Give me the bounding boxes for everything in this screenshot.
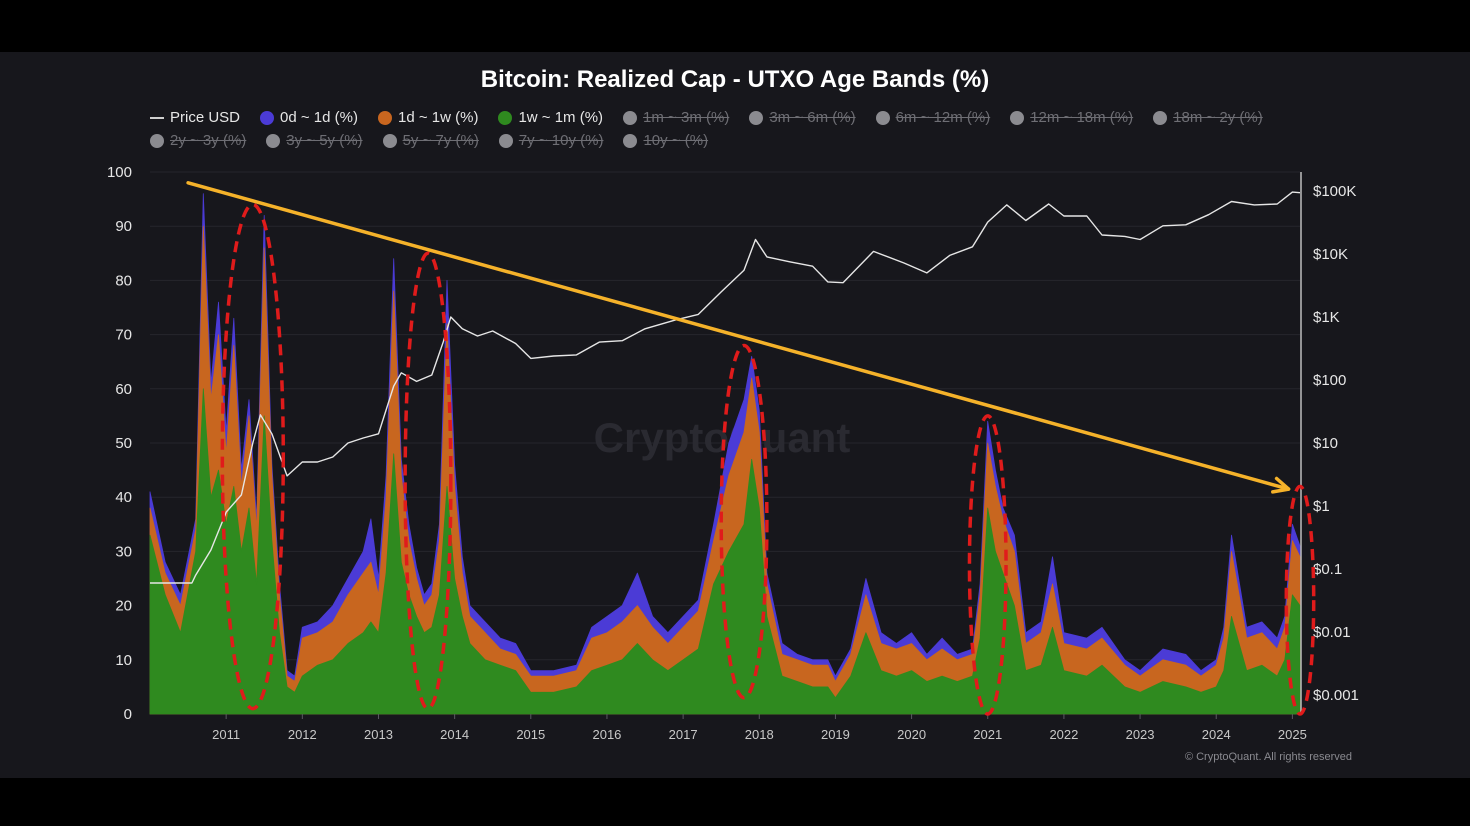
trend-arrow-line bbox=[186, 181, 1291, 491]
y-tick-label: 100 bbox=[107, 164, 132, 181]
right-tick-label: $1K bbox=[1313, 309, 1340, 326]
y-tick-label: 90 bbox=[115, 218, 132, 235]
x-tick-label: 2014 bbox=[440, 727, 469, 742]
right-tick-label: $10K bbox=[1313, 246, 1348, 263]
legend-row-1: Price USD 0d ~ 1d (%) 1d ~ 1w (%) 1w ~ 1m (… bbox=[150, 109, 1283, 126]
legend-label: 18m ~ 2y (%) bbox=[1173, 109, 1263, 126]
x-tick-label: 2016 bbox=[592, 727, 621, 742]
y-tick-label: 40 bbox=[115, 489, 132, 506]
legend-label: 3y ~ 5y (%) bbox=[286, 132, 363, 149]
legend-item[interactable]: 18m ~ 2y (%) bbox=[1153, 109, 1263, 126]
legend-item[interactable]: 5y ~ 7y (%) bbox=[382, 132, 479, 149]
legend-item[interactable]: 10y ~ (%) bbox=[623, 132, 708, 149]
legend-dot-swatch bbox=[1153, 110, 1168, 125]
legend-item[interactable]: 12m ~ 18m (%) bbox=[1010, 109, 1133, 126]
legend-item[interactable]: 1m ~ 3m (%) bbox=[623, 109, 729, 126]
area-series bbox=[149, 388, 1301, 715]
x-tick-label: 2022 bbox=[1049, 727, 1078, 742]
y-tick-label: 60 bbox=[115, 381, 132, 398]
trend-arrow-head bbox=[1271, 476, 1291, 494]
x-tick-label: 2015 bbox=[516, 727, 545, 742]
x-tick-label: 2018 bbox=[745, 727, 774, 742]
x-tick-label: 2017 bbox=[669, 727, 698, 742]
legend-dot-swatch bbox=[150, 133, 164, 148]
legend-dot-swatch bbox=[377, 110, 392, 125]
legend-item[interactable]: 1d ~ 1w (%) bbox=[377, 109, 479, 126]
watermark: CryptoQuant bbox=[594, 414, 851, 461]
legend-item[interactable]: 0d ~ 1d (%) bbox=[260, 109, 358, 126]
legend-item[interactable]: 1w ~ 1m (%) bbox=[498, 109, 603, 126]
highlight-ellipse bbox=[967, 414, 1008, 716]
legend-item[interactable]: 3m ~ 6m (%) bbox=[749, 109, 856, 126]
legend-dot-swatch bbox=[382, 133, 397, 148]
x-tick-label: 2011 bbox=[212, 727, 240, 742]
legend-label: 5y ~ 7y (%) bbox=[402, 132, 479, 149]
legend-dot-swatch bbox=[498, 133, 513, 148]
legend-item[interactable]: 6m ~ 12m (%) bbox=[875, 109, 991, 126]
legend-dot-swatch bbox=[266, 133, 281, 148]
right-tick-label: $100K bbox=[1313, 183, 1356, 200]
legend-label: 6m ~ 12m (%) bbox=[895, 109, 991, 126]
legend-dot-swatch bbox=[875, 110, 890, 125]
y-tick-label: 10 bbox=[115, 652, 132, 669]
x-tick-label: 2023 bbox=[1126, 727, 1155, 742]
x-tick-label: 2019 bbox=[821, 727, 850, 742]
right-tick-label: $10 bbox=[1313, 435, 1338, 452]
legend-item[interactable]: Price USD bbox=[150, 109, 240, 126]
legend-dot-swatch bbox=[1010, 110, 1025, 125]
legend-label: 7y ~ 10y (%) bbox=[518, 132, 604, 149]
highlight-ellipse bbox=[220, 202, 286, 711]
legend-item[interactable]: 3y ~ 5y (%) bbox=[266, 132, 363, 149]
credit-text: © CryptoQuant. All rights reserved bbox=[1184, 751, 1352, 763]
x-tick-label: 2021 bbox=[973, 727, 1002, 742]
y-tick-label: 0 bbox=[124, 706, 132, 723]
x-tick-label: 2020 bbox=[897, 727, 926, 742]
legend-item[interactable]: 7y ~ 10y (%) bbox=[498, 132, 604, 149]
y-tick-label: 80 bbox=[115, 272, 132, 289]
highlight-ellipse bbox=[403, 251, 453, 711]
highlight-ellipse bbox=[719, 343, 769, 700]
y-tick-label: 20 bbox=[115, 598, 132, 615]
right-tick-label: $0.1 bbox=[1313, 561, 1342, 578]
y-tick-label: 50 bbox=[115, 435, 132, 452]
legend-label: 10y ~ (%) bbox=[643, 132, 709, 149]
x-tick-label: 2024 bbox=[1202, 727, 1231, 742]
legend-label: Price USD bbox=[170, 109, 241, 126]
legend-row-2: 2y ~ 3y (%) 3y ~ 5y (%) 5y ~ 7y (%) 7y ~ 10… bbox=[150, 132, 728, 149]
y-tick-label: 30 bbox=[115, 543, 132, 560]
legend-label: 0d ~ 1d (%) bbox=[280, 109, 358, 126]
x-tick-label: 2013 bbox=[364, 727, 393, 742]
legend-label: 12m ~ 18m (%) bbox=[1030, 109, 1134, 126]
chart-title: Bitcoin: Realized Cap - UTXO Age Bands (… bbox=[480, 66, 990, 93]
legend-dot-swatch bbox=[749, 110, 764, 125]
right-tick-label: $100 bbox=[1313, 372, 1346, 389]
legend-dot-swatch bbox=[260, 110, 275, 125]
price-line bbox=[150, 191, 1301, 584]
highlight-ellipse bbox=[1284, 484, 1316, 716]
legend-dot-swatch bbox=[623, 133, 638, 148]
x-tick-label: 2012 bbox=[288, 727, 317, 742]
legend-label: 1d ~ 1w (%) bbox=[397, 109, 479, 126]
legend-label: 2y ~ 3y (%) bbox=[170, 132, 247, 149]
legend-label: 3m ~ 6m (%) bbox=[769, 109, 856, 126]
right-tick-label: $0.01 bbox=[1313, 624, 1351, 641]
legend-label: 1w ~ 1m (%) bbox=[518, 109, 604, 126]
right-tick-label: $0.001 bbox=[1313, 687, 1359, 704]
y-tick-label: 70 bbox=[115, 327, 132, 344]
legend-dot-swatch bbox=[623, 110, 638, 125]
legend-label: 1m ~ 3m (%) bbox=[643, 109, 730, 126]
right-tick-label: $1 bbox=[1313, 498, 1330, 515]
legend-dot-swatch bbox=[498, 110, 513, 125]
legend-line-swatch bbox=[150, 116, 164, 119]
area-series bbox=[149, 225, 1301, 715]
x-tick-label: 2025 bbox=[1278, 727, 1307, 742]
legend-item[interactable]: 2y ~ 3y (%) bbox=[150, 132, 246, 149]
